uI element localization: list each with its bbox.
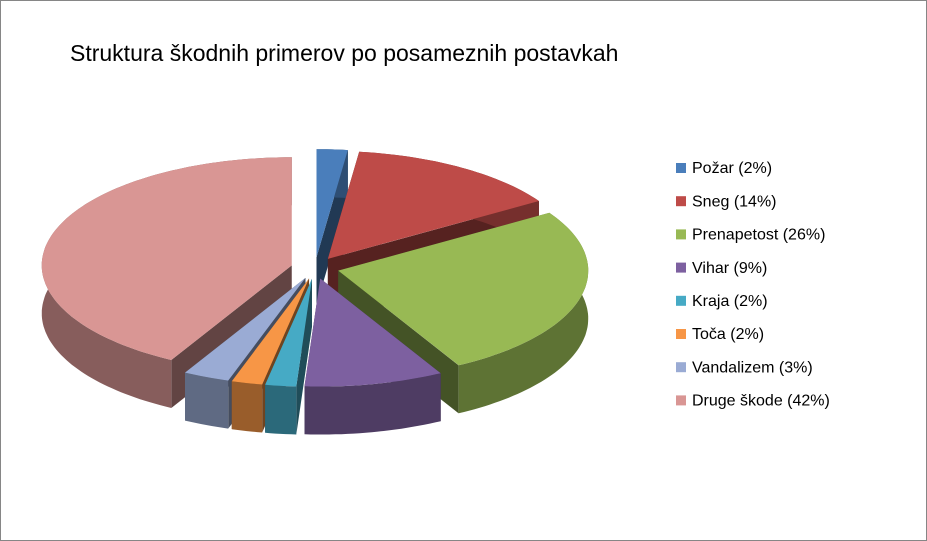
legend-swatch — [676, 229, 686, 240]
legend-label: Druge škode (42%) — [692, 393, 830, 410]
legend-label: Sneg (14%) — [692, 193, 777, 210]
legend-swatch — [676, 262, 686, 273]
legend-label: Prenapetost (26%) — [692, 227, 825, 244]
legend-label: Vandalizem (3%) — [692, 359, 813, 376]
legend-swatch — [676, 196, 686, 207]
slice-wall — [231, 381, 263, 433]
slice — [316, 149, 348, 258]
slice — [304, 278, 441, 387]
slice-wall — [185, 372, 229, 429]
slice-wall — [265, 384, 297, 435]
slice — [185, 277, 306, 381]
slice — [327, 151, 539, 259]
slice-wall — [304, 373, 441, 435]
legend-swatch — [676, 362, 686, 373]
slice — [338, 212, 589, 366]
slice — [41, 157, 292, 360]
legend-label: Požar (2%) — [692, 160, 772, 177]
legend-swatch — [676, 395, 686, 406]
slice — [265, 278, 312, 387]
legend-swatch — [676, 329, 686, 339]
legend-label: Toča (2%) — [692, 326, 764, 343]
pie — [41, 149, 589, 435]
legend-swatch — [676, 163, 686, 173]
legend-swatch — [676, 295, 686, 306]
legend-label: Kraja (2%) — [692, 293, 768, 310]
legend: Požar (2%) Sneg (14%) Prenapetost (26%) Vih… — [676, 160, 830, 410]
slice — [231, 278, 310, 385]
legend-label: Vihar (9%) — [692, 260, 767, 277]
chart-title: Struktura škodnih primerov po posameznih… — [70, 40, 618, 66]
